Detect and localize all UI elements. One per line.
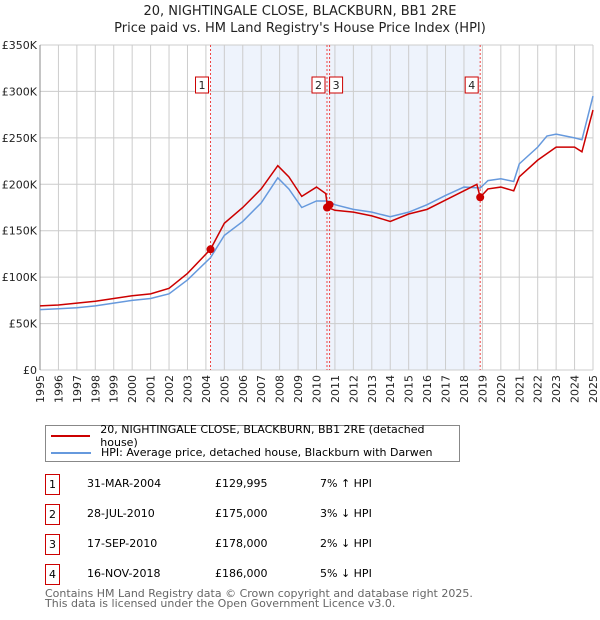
hpi-line [39,95,594,311]
y-tick-label: £150K [2,225,38,238]
legend-item-hpi: HPI: Average price, detached house, Blac… [51,444,432,461]
x-tick-label: 2013 [366,375,379,403]
x-tick-label: 2024 [569,375,582,403]
sale-hpi-diff: 2% ↓ HPI [320,537,372,550]
x-tick-label: 2005 [218,375,231,403]
chart-subtitle: Price paid vs. HM Land Registry's House … [114,21,486,36]
sale-hpi-diff: 3% ↓ HPI [320,507,372,520]
x-tick-label: 2022 [532,375,545,403]
sale-point [206,245,215,254]
x-tick-label: 2014 [384,375,397,403]
sale-hpi-diff: 7% ↑ HPI [320,477,372,490]
sale-label: 2 [315,79,322,92]
sale-date: 16-NOV-2018 [87,567,161,580]
legend-item-property: 20, NIGHTINGALE CLOSE, BLACKBURN, BB1 2R… [51,423,459,449]
x-tick-label: 2004 [200,375,213,403]
sale-number: 2 [45,504,60,525]
x-tick-label: 2012 [347,375,360,403]
legend-swatch-red [51,434,91,437]
x-tick-label: 2019 [476,375,489,403]
sale-label: 3 [333,79,340,92]
y-tick-label: £200K [2,178,38,191]
x-tick-label: 2017 [440,375,453,403]
y-tick-label: £0 [23,364,37,377]
x-tick-label: 2016 [421,375,434,403]
x-tick-label: 2008 [274,375,287,403]
sale-price: £186,000 [215,567,268,580]
sale-label-box [464,76,479,94]
sale-price: £178,000 [215,537,268,550]
y-tick-label: £50K [9,318,38,331]
x-tick-label: 2015 [403,375,416,403]
sale-label-box [195,76,210,94]
sale-label: 1 [199,79,206,92]
footer: Contains HM Land Registry data © Crown c… [45,587,473,610]
chart-title: 20, NIGHTINGALE CLOSE, BLACKBURN, BB1 2R… [143,4,457,19]
price-chart: 1995 1996 1997 1998 1999 2000 2001 2002 2003 2004… [2,39,600,403]
sale-date: 31-MAR-2004 [87,477,162,490]
legend-label: HPI: Average price, detached house, Blac… [101,446,433,459]
sale-point [325,200,334,209]
x-tick-label: 2010 [311,375,324,403]
x-tick-label: 2000 [126,375,139,403]
x-tick-label: 2009 [292,375,305,403]
sale-date: 28-JUL-2010 [87,507,155,520]
x-tick-label: 2018 [458,375,471,403]
y-tick-label: £300K [2,85,38,98]
legend-label: 20, NIGHTINGALE CLOSE, BLACKBURN, BB1 2R… [100,422,425,449]
x-tick-label: 2020 [495,375,508,403]
sale-date: 17-SEP-2010 [87,537,158,550]
sale-number: 3 [45,534,60,555]
property-price-line [39,109,594,307]
x-tick-label: 2001 [145,375,158,403]
x-tick-label: 1996 [52,375,65,403]
y-tick-label: £250K [2,132,38,145]
x-tick-label: 2006 [237,375,250,403]
x-tick-label: 1999 [108,375,121,403]
y-tick-label: £100K [2,271,38,284]
sale-point [476,193,485,202]
x-tick-label: 2003 [181,375,194,403]
legend: 20, NIGHTINGALE CLOSE, BLACKBURN, BB1 2R… [45,423,460,462]
x-tick-label: 1997 [71,375,84,403]
y-tick-label: £350K [2,39,38,52]
x-tick-label: 1995 [34,375,47,403]
sale-number: 1 [45,474,60,495]
x-tick-label: 2023 [550,375,563,403]
sale-price: £175,000 [215,507,268,520]
sale-hpi-diff: 5% ↓ HPI [320,567,372,580]
sale-label: 4 [468,79,475,92]
footer-line: This data is licensed under the Open Gov… [45,597,396,610]
x-tick-label: 2007 [255,375,268,403]
x-tick-label: 2002 [163,375,176,403]
sale-label-box [311,76,326,94]
x-tick-label: 2021 [513,375,526,403]
legend-swatch-blue [51,451,91,454]
sale-label-box [329,76,344,94]
sale-price: £129,995 [215,477,268,490]
footer-line: Contains HM Land Registry data © Crown c… [45,587,473,600]
x-tick-label: 1998 [89,375,102,403]
sale-number: 4 [45,564,60,585]
x-tick-label: 2011 [329,375,342,403]
x-tick-label: 2025 [587,375,600,403]
